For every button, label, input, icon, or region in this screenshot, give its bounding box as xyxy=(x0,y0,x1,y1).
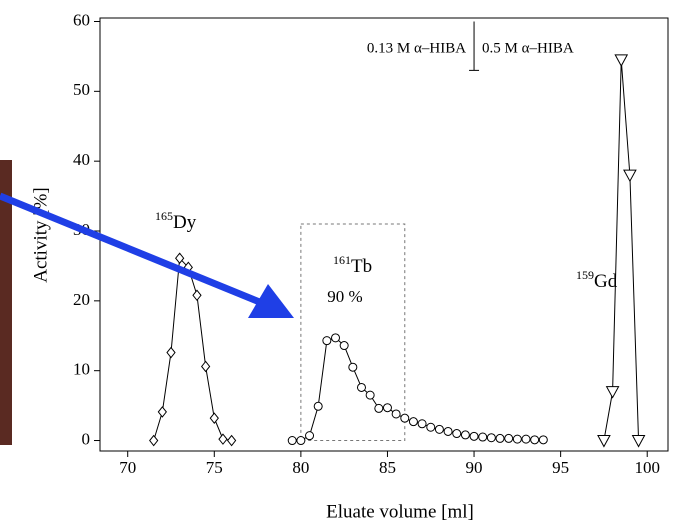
mass-number: 165 xyxy=(155,209,173,223)
data-point xyxy=(374,403,384,413)
eluent-before: 0.13 M α–HIBA xyxy=(367,40,466,56)
data-point xyxy=(322,336,332,346)
highlight-box xyxy=(300,223,406,442)
data-point xyxy=(382,403,392,413)
mass-number: 159 xyxy=(576,268,594,282)
background-photo-strip xyxy=(0,160,12,445)
x-axis-title: Eluate volume [ml] xyxy=(326,501,474,522)
element-symbol: Tb xyxy=(351,256,372,277)
element-symbol: Gd xyxy=(594,271,618,292)
data-point xyxy=(434,424,444,434)
yield-label: 90 % xyxy=(327,287,362,306)
data-point xyxy=(614,54,629,67)
data-point xyxy=(296,436,306,446)
data-point xyxy=(192,289,202,302)
data-point xyxy=(313,401,323,411)
data-point xyxy=(149,434,159,447)
data-point xyxy=(512,434,522,444)
data-point xyxy=(391,409,401,419)
y-tick-label: 40 xyxy=(73,150,90,169)
data-point xyxy=(597,435,611,448)
series-line xyxy=(603,59,640,441)
data-point xyxy=(348,362,358,372)
series-label: 161Tb xyxy=(333,253,372,278)
y-tick-label: 10 xyxy=(73,360,90,379)
data-point xyxy=(166,346,176,359)
element-symbol: Dy xyxy=(173,212,197,233)
data-point xyxy=(486,433,496,443)
y-axis-title: Activity [%] xyxy=(30,187,51,283)
data-point xyxy=(331,333,341,343)
data-point xyxy=(460,430,470,440)
x-tick-label: 75 xyxy=(206,458,223,477)
data-point xyxy=(200,360,211,373)
data-point xyxy=(287,436,297,446)
x-tick-label: 90 xyxy=(466,458,483,477)
x-tick-label: 70 xyxy=(119,458,136,477)
overlay-arrow-shaft xyxy=(0,192,264,307)
data-point xyxy=(305,431,315,441)
data-point xyxy=(426,422,436,432)
y-tick-label: 50 xyxy=(73,80,90,99)
data-point xyxy=(175,252,185,265)
series-label: 165Dy xyxy=(155,209,197,234)
series-label: 159Gd xyxy=(576,268,618,293)
y-tick-label: 20 xyxy=(73,290,90,309)
plot-frame xyxy=(99,17,669,452)
overlay-arrow-head xyxy=(248,284,294,318)
data-point xyxy=(452,429,462,439)
data-point xyxy=(218,433,228,445)
data-point xyxy=(339,341,349,351)
data-point xyxy=(365,390,375,400)
data-point xyxy=(226,434,237,447)
data-point xyxy=(495,433,505,443)
data-point xyxy=(209,412,219,424)
x-tick-label: 85 xyxy=(379,458,396,477)
data-point xyxy=(400,413,410,423)
x-tick-label: 95 xyxy=(552,458,569,477)
data-point xyxy=(521,434,531,444)
series-line xyxy=(292,337,544,442)
data-point xyxy=(408,417,418,427)
data-point xyxy=(623,169,637,183)
data-point xyxy=(538,435,548,445)
mass-number: 161 xyxy=(333,253,351,267)
x-tick-label: 80 xyxy=(292,458,309,477)
data-point xyxy=(469,431,479,441)
data-point xyxy=(530,435,540,445)
data-point xyxy=(504,433,514,443)
x-tick-label: 100 xyxy=(634,458,660,477)
data-point xyxy=(478,432,488,442)
data-point xyxy=(356,382,366,392)
data-point xyxy=(417,419,427,429)
eluent-after: 0.5 M α–HIBA xyxy=(482,40,574,56)
series-line xyxy=(153,257,232,442)
y-tick-label: 60 xyxy=(73,10,90,29)
data-point xyxy=(157,406,167,418)
data-point xyxy=(605,386,620,399)
data-point xyxy=(631,435,646,448)
data-point xyxy=(443,426,453,436)
y-tick-label: 0 xyxy=(82,429,91,448)
